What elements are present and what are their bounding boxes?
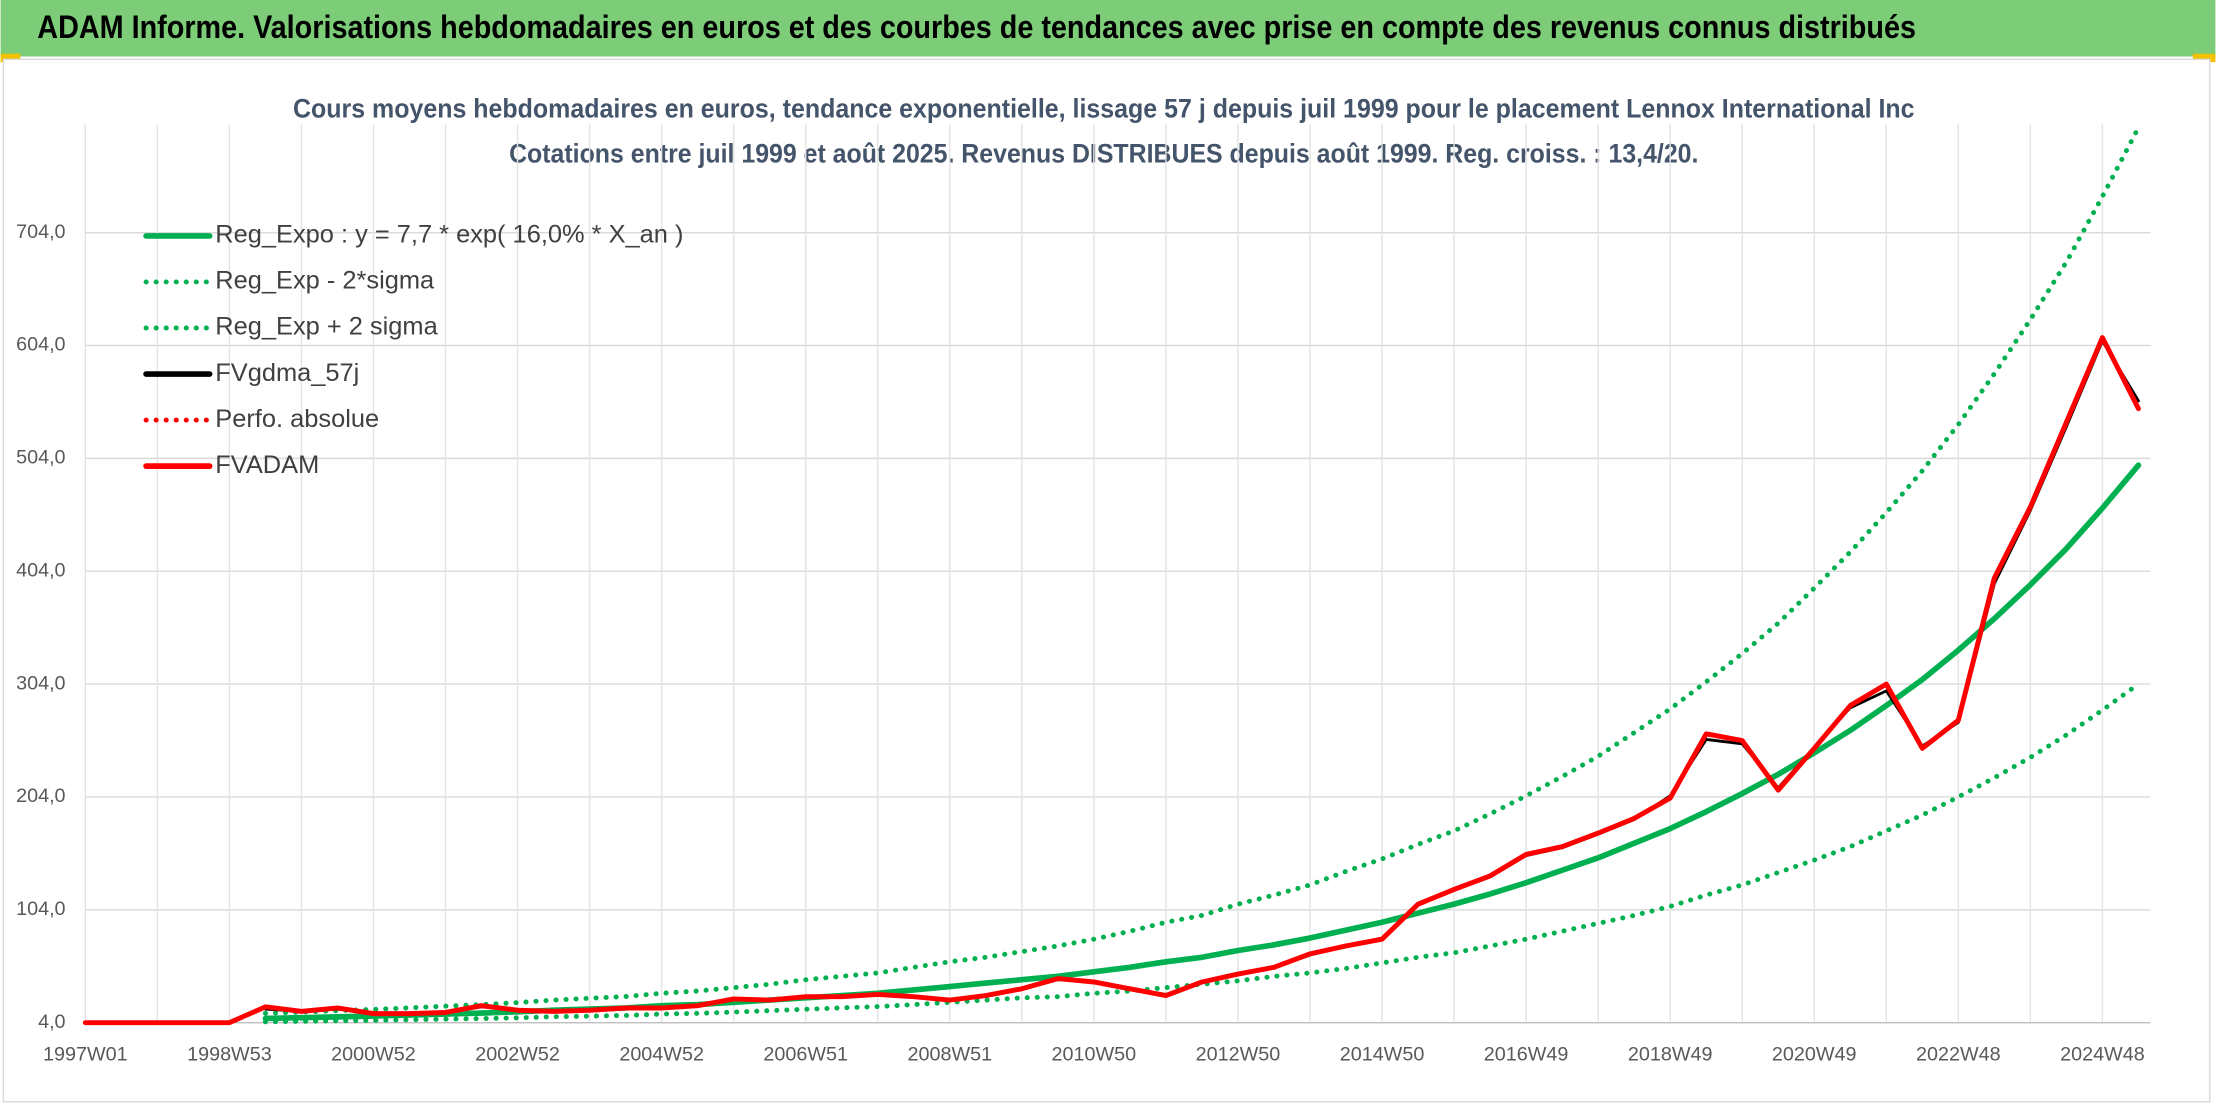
x-tick-label: 2006W51 xyxy=(763,1043,848,1065)
legend-label: Reg_Exp - 2*sigma xyxy=(215,267,435,295)
x-tick-label: 1998W53 xyxy=(187,1043,272,1065)
x-tick-label: 2012W50 xyxy=(1196,1043,1281,1065)
chart-title: Cours moyens hebdomadaires en euros, ten… xyxy=(293,93,1915,123)
legend-label: FVgdma_57j xyxy=(215,359,359,387)
corner-accent xyxy=(2192,53,2216,63)
x-tick-label: 1997W01 xyxy=(43,1043,128,1065)
legend-label: Perfo. absolue xyxy=(215,405,379,433)
x-tick-label: 2004W52 xyxy=(619,1043,704,1065)
series-line xyxy=(262,125,2141,1016)
legend-label: FVADAM xyxy=(215,451,319,479)
y-tick-label: 504,0 xyxy=(16,447,65,469)
header-title: ADAM Informe. Valorisations hebdomadaire… xyxy=(37,9,1916,45)
y-tick-label: 4,0 xyxy=(38,1011,65,1033)
y-tick-label: 204,0 xyxy=(16,785,65,807)
legend-label: Reg_Expo : y = 7,7 * exp( 16,0% * X_an ) xyxy=(215,221,683,249)
corner-accent xyxy=(0,53,21,63)
y-tick-label: 704,0 xyxy=(16,221,65,243)
x-tick-label: 2002W52 xyxy=(475,1043,560,1065)
x-tick-label: 2016W49 xyxy=(1484,1043,1569,1065)
x-tick-label: 2010W50 xyxy=(1052,1043,1137,1065)
x-tick-label: 2014W50 xyxy=(1340,1043,1425,1065)
legend-label: Reg_Exp + 2 sigma xyxy=(215,313,438,341)
x-tick-label: 2020W49 xyxy=(1772,1043,1857,1065)
x-tick-label: 2000W52 xyxy=(331,1043,416,1065)
title-bar xyxy=(0,0,2216,57)
series-line xyxy=(82,335,2141,1026)
chart-frame xyxy=(2,58,2211,1103)
x-tick-label: 2024W48 xyxy=(2060,1043,2145,1065)
x-tick-label: 2018W49 xyxy=(1628,1043,1713,1065)
series-line xyxy=(262,681,2141,1025)
chart-subtitle: Cotations entre juil 1999 et août 2025. … xyxy=(509,138,1698,168)
y-tick-label: 404,0 xyxy=(16,559,65,581)
x-tick-label: 2008W51 xyxy=(907,1043,992,1065)
y-tick-label: 604,0 xyxy=(16,334,65,356)
x-tick-label: 2022W48 xyxy=(1916,1043,2001,1065)
y-tick-label: 104,0 xyxy=(16,898,65,920)
y-tick-label: 304,0 xyxy=(16,672,65,694)
